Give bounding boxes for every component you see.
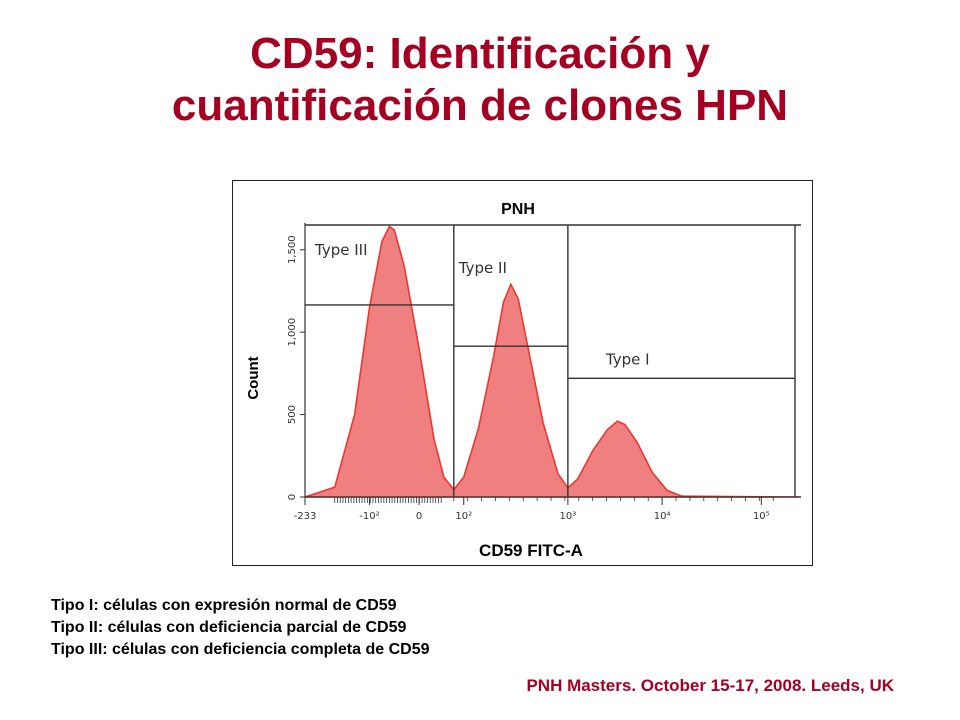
y-tick-label: 1,000 bbox=[287, 318, 298, 347]
gate-label-type3: Type III bbox=[314, 241, 368, 259]
caption-type-1: Tipo I: células con expresión normal de … bbox=[51, 597, 397, 614]
x-tick-label: 10² bbox=[455, 511, 472, 522]
gate-label-type2: Type II bbox=[458, 259, 507, 277]
y-tick-label: 0 bbox=[287, 494, 298, 500]
chart-title: PNH bbox=[501, 201, 535, 218]
slide-title: CD59: Identificación y cuantificación de… bbox=[0, 28, 960, 132]
y-tick-label: 1,500 bbox=[287, 235, 298, 264]
y-tick-label: 500 bbox=[287, 405, 298, 424]
x-tick-label: -10² bbox=[359, 511, 379, 522]
caption-list: Tipo I: células con expresión normal de … bbox=[51, 595, 429, 661]
footer-citation: PNH Masters. October 15-17, 2008. Leeds,… bbox=[526, 676, 894, 695]
histogram-figure: PNH Count CD59 FITC-A 0 500 1,000 1,500 -233… bbox=[232, 180, 813, 566]
histogram-area bbox=[304, 225, 802, 498]
gate-label-type1: Type I bbox=[605, 350, 650, 368]
slide-title-line1: CD59: Identificación y bbox=[250, 29, 710, 78]
x-tick-label: 10³ bbox=[560, 511, 577, 522]
x-axis-label: CD59 FITC-A bbox=[479, 541, 583, 560]
x-tick-label: 10⁴ bbox=[654, 511, 671, 522]
histogram-chart: PNH Count CD59 FITC-A 0 500 1,000 1,500 -233… bbox=[245, 201, 802, 560]
x-tick-label: -233 bbox=[294, 511, 317, 522]
caption-type-2: Tipo II: células con deficiencia parcial… bbox=[51, 619, 407, 636]
x-tick-label: 10⁵ bbox=[753, 511, 770, 522]
y-axis-label: Count bbox=[245, 356, 262, 399]
slide-title-line2: cuantificación de clones HPN bbox=[171, 81, 789, 130]
x-tick-label: 0 bbox=[416, 511, 422, 522]
caption-type-3: Tipo III: células con deficiencia comple… bbox=[51, 641, 430, 658]
